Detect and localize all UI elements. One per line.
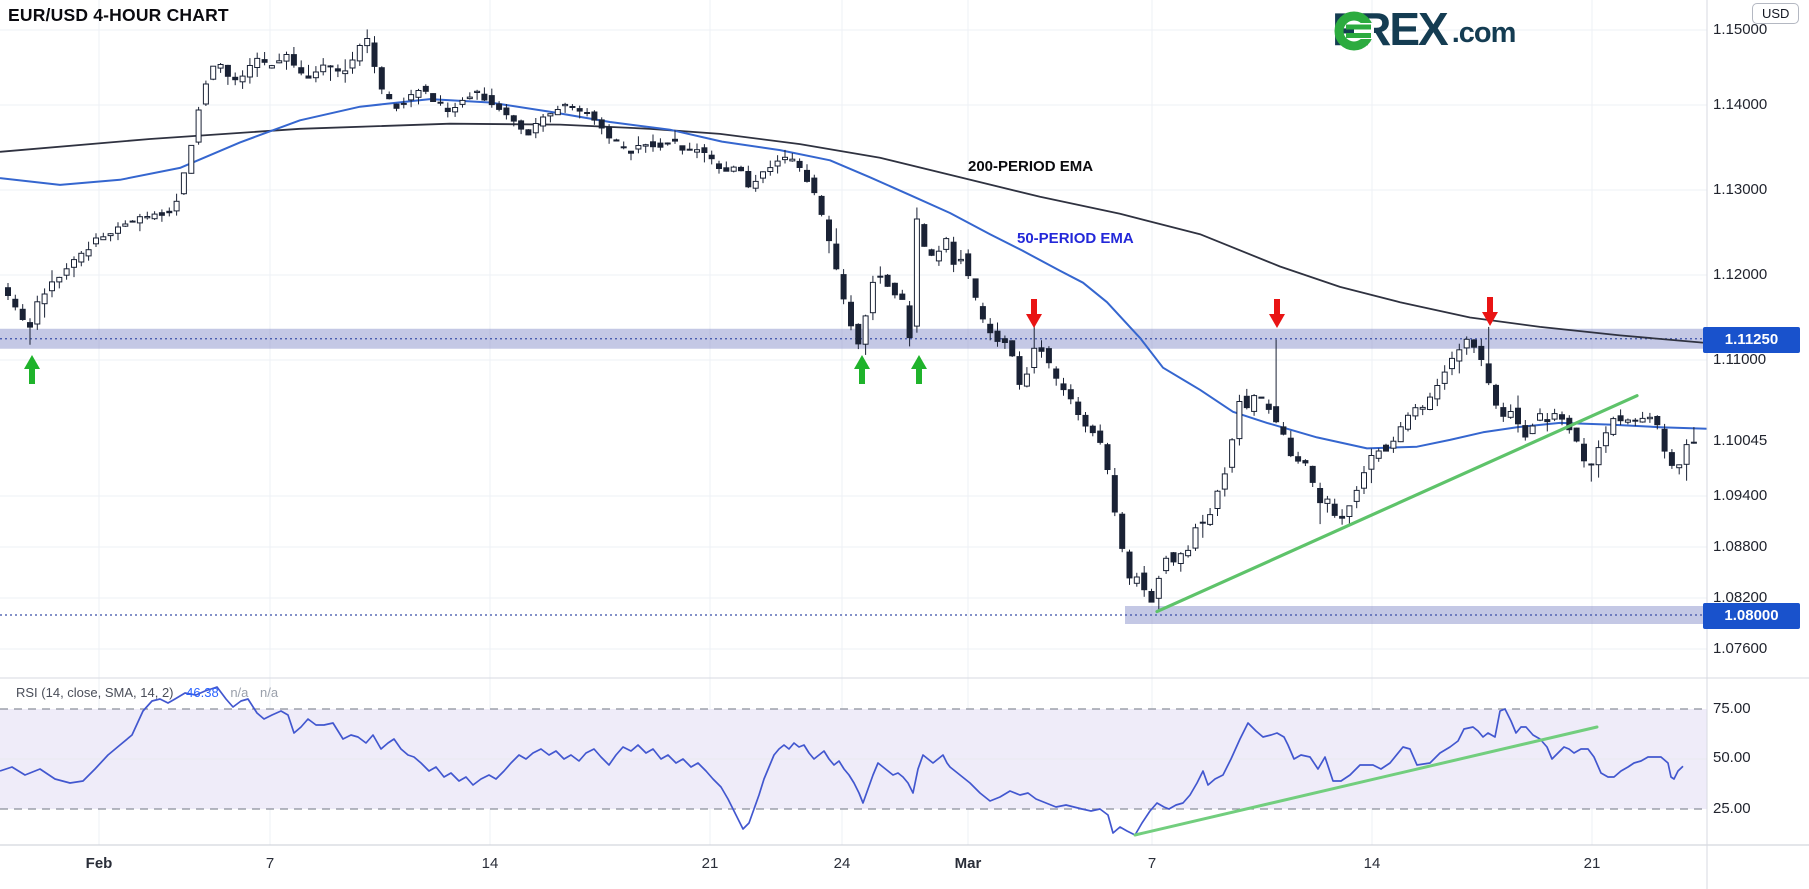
price-axis-tick: 1.11000 [1713, 351, 1767, 368]
time-axis-tick: 14 [481, 855, 499, 872]
page-title: EUR/USD 4-HOUR CHART [8, 5, 229, 25]
rsi-axis-tick: 75.00 [1713, 700, 1751, 717]
time-axis-tick: 21 [701, 855, 719, 872]
logo-suffix: .com [1451, 17, 1517, 49]
logo-o-icon [1334, 11, 1374, 51]
price-axis-tick: 1.09400 [1713, 487, 1768, 504]
ema-annotation: 50-PERIOD EMA [1017, 230, 1134, 247]
price-axis-tick: 1.15000 [1713, 21, 1768, 38]
rsi-axis-tick: 25.00 [1713, 800, 1751, 817]
price-axis-tick: 1.10045 [1713, 432, 1768, 449]
time-axis-tick: Feb [85, 855, 113, 872]
rsi-label-value: 46.38 [186, 685, 219, 700]
price-axis-tick: 1.14000 [1713, 96, 1768, 113]
time-axis-tick: 14 [1363, 855, 1381, 872]
price-axis-tick: 1.13000 [1713, 181, 1768, 198]
rsi-label-na1: n/a [230, 685, 249, 700]
forex-com-logo: F REX .com [1332, 6, 1517, 52]
time-axis-tick: 21 [1583, 855, 1601, 872]
rsi-label-name: RSI (14, close, SMA, 14, 2) [16, 685, 174, 700]
rsi-indicator-label: RSI (14, close, SMA, 14, 2) 46.38 n/a n/… [16, 685, 278, 700]
price-level-badge: 1.11250 [1703, 327, 1800, 353]
time-axis-tick: Mar [954, 855, 982, 872]
rsi-label-na2: n/a [260, 685, 279, 700]
rsi-axis-tick: 50.00 [1713, 749, 1751, 766]
currency-selector-chip[interactable]: USD [1752, 3, 1800, 24]
price-axis-tick: 1.07600 [1713, 640, 1768, 657]
time-axis-tick: 24 [833, 855, 851, 872]
price-axis-tick: 1.08800 [1713, 538, 1768, 555]
price-axis-tick: 1.12000 [1713, 266, 1768, 283]
ema-annotation: 200-PERIOD EMA [968, 158, 1094, 175]
price-level-badge: 1.08000 [1703, 603, 1800, 629]
price-axis-tick: 1.08200 [1713, 589, 1768, 606]
time-axis-tick: 7 [265, 855, 275, 872]
time-axis-tick: 7 [1147, 855, 1157, 872]
